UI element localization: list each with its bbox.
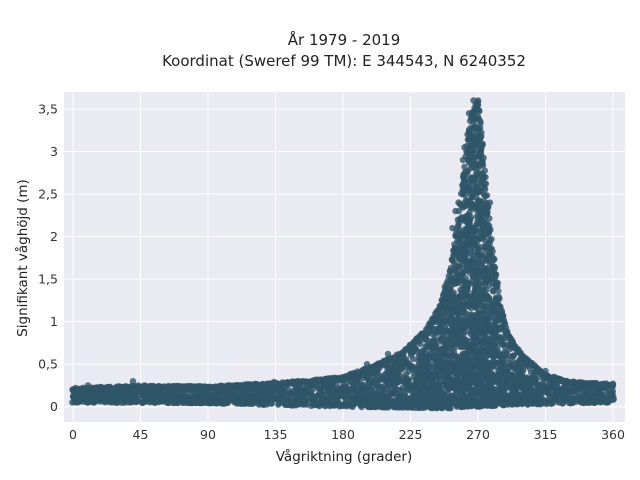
data-point (303, 396, 310, 404)
data-point (133, 397, 141, 405)
data-point (488, 236, 495, 243)
data-point (490, 288, 497, 295)
data-point (224, 399, 231, 407)
data-point (491, 264, 499, 271)
y-tick-label: 0 (50, 399, 58, 414)
data-point (487, 226, 494, 233)
y-tick-label: 2 (50, 229, 58, 244)
data-point (474, 97, 482, 104)
data-points (69, 97, 617, 412)
data-point (447, 404, 454, 412)
data-point (489, 248, 496, 255)
data-point (482, 180, 490, 187)
data-point (468, 114, 476, 121)
data-point (464, 131, 471, 138)
data-point (483, 192, 491, 199)
data-point (495, 287, 502, 295)
x-tick-label: 135 (264, 427, 288, 442)
data-point (459, 156, 467, 164)
data-point (480, 154, 487, 161)
data-point (602, 382, 609, 389)
data-point (384, 350, 392, 358)
data-point (479, 162, 487, 169)
data-point (477, 124, 484, 131)
data-point (477, 148, 485, 155)
y-tick-label: 2,5 (38, 187, 58, 202)
data-point (461, 144, 468, 151)
data-point (450, 289, 457, 296)
data-point (484, 204, 492, 211)
x-tick-label: 45 (133, 427, 149, 442)
data-point (270, 378, 278, 386)
data-point (492, 271, 500, 278)
data-point (478, 129, 485, 136)
data-point (475, 107, 483, 114)
x-axis-ticks: 0 45 90 135 180 225 270 315 360 (69, 427, 625, 442)
data-point (515, 348, 522, 355)
data-point (455, 199, 462, 206)
data-point (493, 280, 501, 287)
data-point (476, 135, 483, 142)
y-tick-label: 3,5 (38, 102, 58, 117)
data-point (490, 256, 497, 263)
data-point (462, 275, 469, 282)
y-tick-label: 1 (50, 314, 58, 329)
data-point (396, 372, 404, 379)
x-tick-label: 180 (331, 427, 355, 442)
y-tick-label: 0,5 (38, 357, 58, 372)
data-point (471, 122, 479, 130)
x-axis-label: Vågriktning (grader) (276, 448, 413, 465)
data-point (504, 351, 511, 359)
x-tick-label: 0 (69, 427, 77, 442)
data-point (609, 380, 617, 387)
x-tick-label: 90 (200, 427, 216, 442)
data-point (482, 173, 489, 181)
data-point (319, 391, 326, 399)
data-point (542, 367, 549, 375)
y-tick-label: 1,5 (38, 272, 58, 287)
data-point (461, 163, 468, 170)
y-axis-ticks: 0 0,5 1 1,5 2 2,5 3 3,5 (38, 102, 58, 415)
data-point (464, 287, 471, 294)
data-point (610, 396, 617, 403)
data-point (479, 140, 486, 147)
y-tick-label: 3 (50, 144, 58, 159)
data-point (483, 286, 490, 294)
data-point (363, 361, 371, 368)
data-point (452, 207, 459, 215)
data-point (449, 224, 456, 232)
y-axis-label: Signifikant våghöjd (m) (14, 179, 31, 337)
data-point (478, 260, 485, 267)
data-point (404, 376, 412, 383)
x-tick-label: 360 (601, 427, 625, 442)
data-point (509, 339, 516, 347)
data-point (486, 199, 494, 206)
data-point (462, 328, 469, 336)
data-point (481, 167, 488, 174)
x-tick-label: 225 (399, 427, 423, 442)
data-point (519, 356, 527, 364)
data-point (496, 295, 503, 302)
x-tick-label: 270 (466, 427, 490, 442)
data-point (417, 340, 424, 348)
chart-title-line-1: År 1979 - 2019 (288, 30, 401, 49)
data-point (84, 382, 92, 389)
data-point (409, 355, 417, 363)
x-tick-label: 315 (534, 427, 558, 442)
chart-title-line-2: Koordinat (Sweref 99 TM): E 344543, N 62… (162, 52, 526, 70)
data-point (486, 215, 493, 222)
data-point (468, 214, 475, 221)
data-point (129, 378, 137, 385)
data-point (477, 117, 484, 125)
